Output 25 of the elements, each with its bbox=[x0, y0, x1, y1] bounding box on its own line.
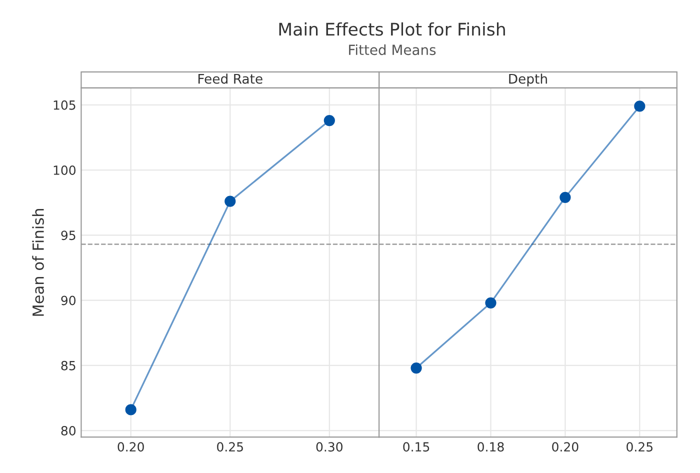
y-tick-label: 90 bbox=[61, 296, 76, 306]
y-tick-label: 100 bbox=[54, 166, 76, 175]
chart-subtitle: Fitted Means bbox=[349, 44, 436, 56]
x-tick-label: 0.25 bbox=[217, 442, 243, 452]
y-tick-label: 95 bbox=[61, 230, 76, 240]
x-tick-label: 0.25 bbox=[626, 442, 652, 452]
x-tick-label: 0.18 bbox=[478, 442, 504, 452]
point bbox=[224, 196, 236, 207]
point bbox=[324, 114, 335, 126]
x-tick-label: 0.20 bbox=[118, 442, 144, 452]
x-tick-label: 0.30 bbox=[316, 442, 342, 452]
point bbox=[634, 100, 646, 112]
point bbox=[485, 297, 496, 308]
chart-title: Main Effects Plot for Finish bbox=[279, 22, 505, 36]
y-tick-label: 80 bbox=[61, 426, 76, 436]
x-axis-title: Depth bbox=[509, 74, 547, 86]
point bbox=[410, 362, 422, 374]
point bbox=[125, 404, 136, 416]
x-tick-label: 0.20 bbox=[552, 442, 578, 452]
x-tick-label: 0.15 bbox=[403, 442, 430, 452]
x-axis-title: Feed Rate bbox=[198, 74, 262, 84]
y-tick-label: 105 bbox=[54, 100, 76, 110]
y-axis-title: Mean of Finish bbox=[32, 209, 44, 316]
point bbox=[560, 192, 571, 203]
y-tick-label: 85 bbox=[61, 360, 76, 370]
